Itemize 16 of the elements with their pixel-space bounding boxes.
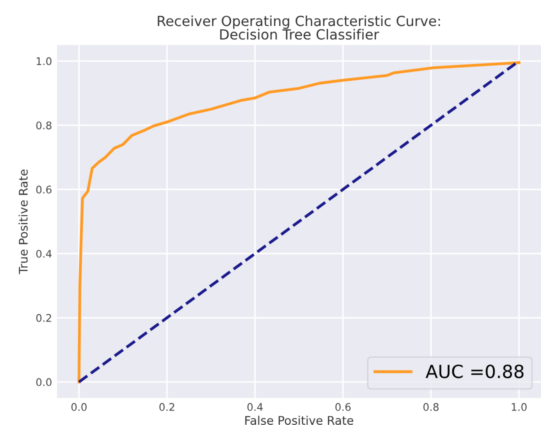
x-tick-label: 0.0 — [71, 403, 87, 411]
y-tick-label: 0.2 — [36, 314, 52, 322]
y-tick-label: 0.6 — [36, 186, 52, 194]
x-tick-label: 0.8 — [423, 403, 439, 411]
x-tick-label: 0.2 — [159, 403, 174, 411]
y-tick-label: 1.0 — [36, 57, 52, 66]
x-tick-label: 0.6 — [335, 403, 351, 411]
y-tick-label: 0.8 — [36, 121, 52, 130]
y-axis-title: True Positive Rate — [18, 170, 28, 274]
y-tick-label: 0.4 — [36, 250, 52, 258]
y-tick-label: 0.0 — [36, 378, 52, 386]
x-axis-title: False Positive Rate — [245, 416, 354, 425]
x-tick-label: 0.4 — [247, 403, 263, 411]
chart-title: Receiver Operating Characteristic Curve: Decision Tree Classifier — [158, 15, 440, 40]
x-tick-label: 1.0 — [512, 403, 527, 411]
legend-label: AUC =0.88 — [426, 364, 524, 378]
